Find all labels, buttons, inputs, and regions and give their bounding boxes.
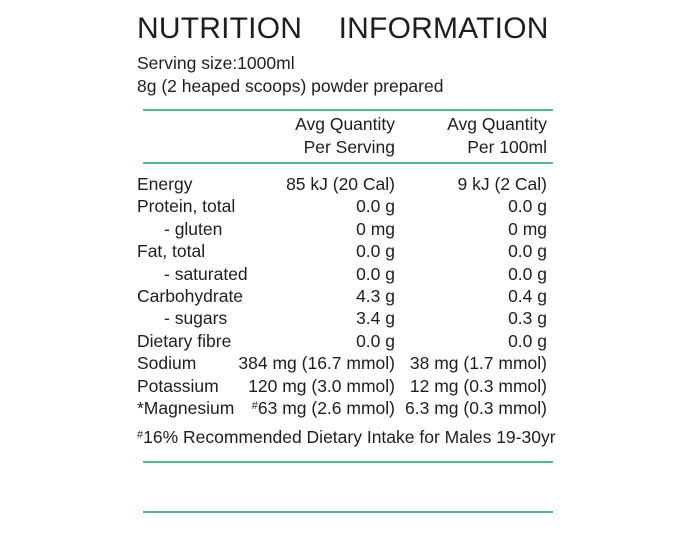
per-serving-value: 4.3 g (356, 285, 395, 306)
column-header-per-serving: Avg Quantity Per Serving (295, 113, 395, 158)
table-body: Energy 85 kJ (20 Cal) 9 kJ (2 Cal) Prote… (137, 173, 557, 419)
per-100ml-value: 9 kJ (2 Cal) (457, 174, 547, 194)
per-100ml-value: 38 mg (1.7 mmol) (409, 353, 547, 374)
per-serving-value: 0.0 g (356, 196, 395, 217)
per-100ml-value: 0.0 g (508, 196, 547, 217)
per-100ml-value: 0.0 g (508, 263, 547, 284)
nutrient-label: Energy (137, 174, 193, 194)
per-100ml-value: 0.0 g (508, 241, 547, 262)
nutrient-label: Fat, total (137, 241, 206, 262)
table-row: Dietary fibre 0.0 g 0.0 g (137, 330, 557, 352)
serving-detail-text: 8g (2 heaped scoops) powder prepared (137, 76, 444, 96)
per-100ml-value: 0.0 g (508, 330, 547, 351)
footnote: #16% Recommended Dietary Intake for Male… (137, 427, 556, 447)
nutrient-label: Protein, total (137, 196, 236, 217)
nutrient-label: - saturated (164, 263, 248, 284)
header-line: Avg Quantity (295, 114, 395, 134)
table-row: Potassium 120 mg (3.0 mmol) 12 mg (0.3 m… (137, 375, 557, 397)
table-row: Protein, total 0.0 g 0.0 g (137, 195, 557, 217)
per-100ml-value: 0.4 g (508, 285, 547, 306)
table-row: - sugars 3.4 g 0.3 g (137, 307, 557, 329)
per-100ml-value: 12 mg (0.3 mmol) (409, 375, 547, 396)
page-title: NUTRITION INFORMATION (137, 12, 549, 45)
serving-size-text: Serving size:1000ml (137, 53, 295, 73)
header-line: Avg Quantity (447, 114, 547, 134)
table-row: Sodium 384 mg (16.7 mmol) 38 mg (1.7 mmo… (137, 352, 557, 374)
divider-header (143, 162, 553, 164)
per-serving-value: 384 mg (16.7 mmol) (238, 353, 395, 374)
per-100ml-value: 6.3 mg (0.3 mmol) (405, 397, 547, 418)
table-row: *Magnesium #63 mg (2.6 mmol) 6.3 mg (0.3… (137, 397, 557, 419)
nutrient-label: - sugars (164, 308, 228, 329)
nutrient-label: *Magnesium (137, 397, 235, 418)
per-serving-value: 120 mg (3.0 mmol) (248, 375, 395, 396)
per-serving-value: #63 mg (2.6 mmol) (251, 397, 395, 418)
header-line: Per Serving (303, 136, 395, 157)
nutrient-label: Carbohydrate (137, 285, 244, 306)
per-serving-value: 0 mg (356, 218, 395, 239)
nutrient-label: Dietary fibre (137, 330, 232, 351)
divider-bottom (143, 511, 553, 513)
divider-footnote (143, 461, 553, 463)
header-line: Per 100ml (467, 136, 547, 157)
per-serving-value: 0.0 g (356, 241, 395, 262)
per-100ml-value: 0 mg (508, 218, 547, 239)
nutrient-label: Potassium (137, 375, 219, 396)
per-serving-value: 3.4 g (356, 308, 395, 329)
per-100ml-value: 0.3 g (508, 308, 547, 329)
table-row: Carbohydrate 4.3 g 0.4 g (137, 285, 557, 307)
nutrient-label: Sodium (137, 353, 197, 374)
table-row: Energy 85 kJ (20 Cal) 9 kJ (2 Cal) (137, 173, 557, 195)
column-header-per-100ml: Avg Quantity Per 100ml (447, 113, 547, 158)
divider-top (143, 109, 553, 111)
per-serving-value: 0.0 g (356, 330, 395, 351)
serving-info: Serving size:1000ml 8g (2 heaped scoops)… (137, 52, 443, 98)
per-serving-value: 85 kJ (20 Cal) (286, 174, 395, 194)
table-row: Fat, total 0.0 g 0.0 g (137, 240, 557, 262)
table-row: - saturated 0.0 g 0.0 g (137, 263, 557, 285)
table-row: - gluten 0 mg 0 mg (137, 218, 557, 240)
per-serving-value: 0.0 g (356, 263, 395, 284)
nutrient-label: - gluten (164, 218, 223, 239)
